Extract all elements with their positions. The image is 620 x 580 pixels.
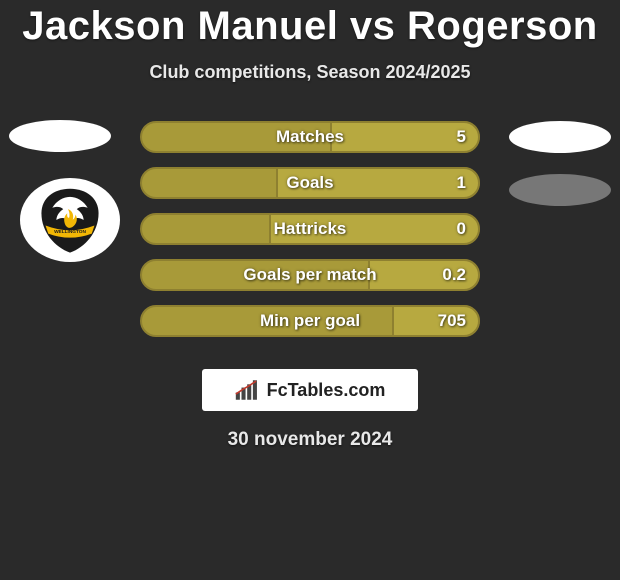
stat-value: 0	[457, 219, 466, 239]
stat-label: Min per goal	[260, 311, 360, 331]
bar-chart-icon	[235, 379, 261, 401]
stats-area: Matches 5 Goals 1 Hattricks 0 Goals per match 0…	[0, 121, 620, 341]
subtitle: Club competitions, Season 2024/2025	[0, 62, 620, 83]
stat-bar: Hattricks 0	[140, 213, 480, 245]
stat-value: 0.2	[442, 265, 466, 285]
watermark-text: FcTables.com	[267, 380, 386, 401]
stat-label: Goals	[286, 173, 333, 193]
stat-label: Matches	[276, 127, 344, 147]
page-title: Jackson Manuel vs Rogerson	[0, 4, 620, 48]
stat-bar: Goals per match 0.2	[140, 259, 480, 291]
watermark-card: FcTables.com	[202, 369, 418, 411]
stat-bar-fill	[392, 305, 480, 337]
stat-value: 705	[438, 311, 466, 331]
date-text: 30 november 2024	[0, 429, 620, 451]
stat-bar: Matches 5	[140, 121, 480, 153]
stat-value: 1	[457, 173, 466, 193]
stat-label: Hattricks	[274, 219, 347, 239]
stat-value: 5	[457, 127, 466, 147]
stat-bar: Goals 1	[140, 167, 480, 199]
stat-label: Goals per match	[243, 265, 376, 285]
comparison-infographic: Jackson Manuel vs Rogerson Club competit…	[0, 0, 620, 580]
stat-bar: Min per goal 705	[140, 305, 480, 337]
stat-bars: Matches 5 Goals 1 Hattricks 0 Goals per match 0…	[140, 121, 480, 337]
